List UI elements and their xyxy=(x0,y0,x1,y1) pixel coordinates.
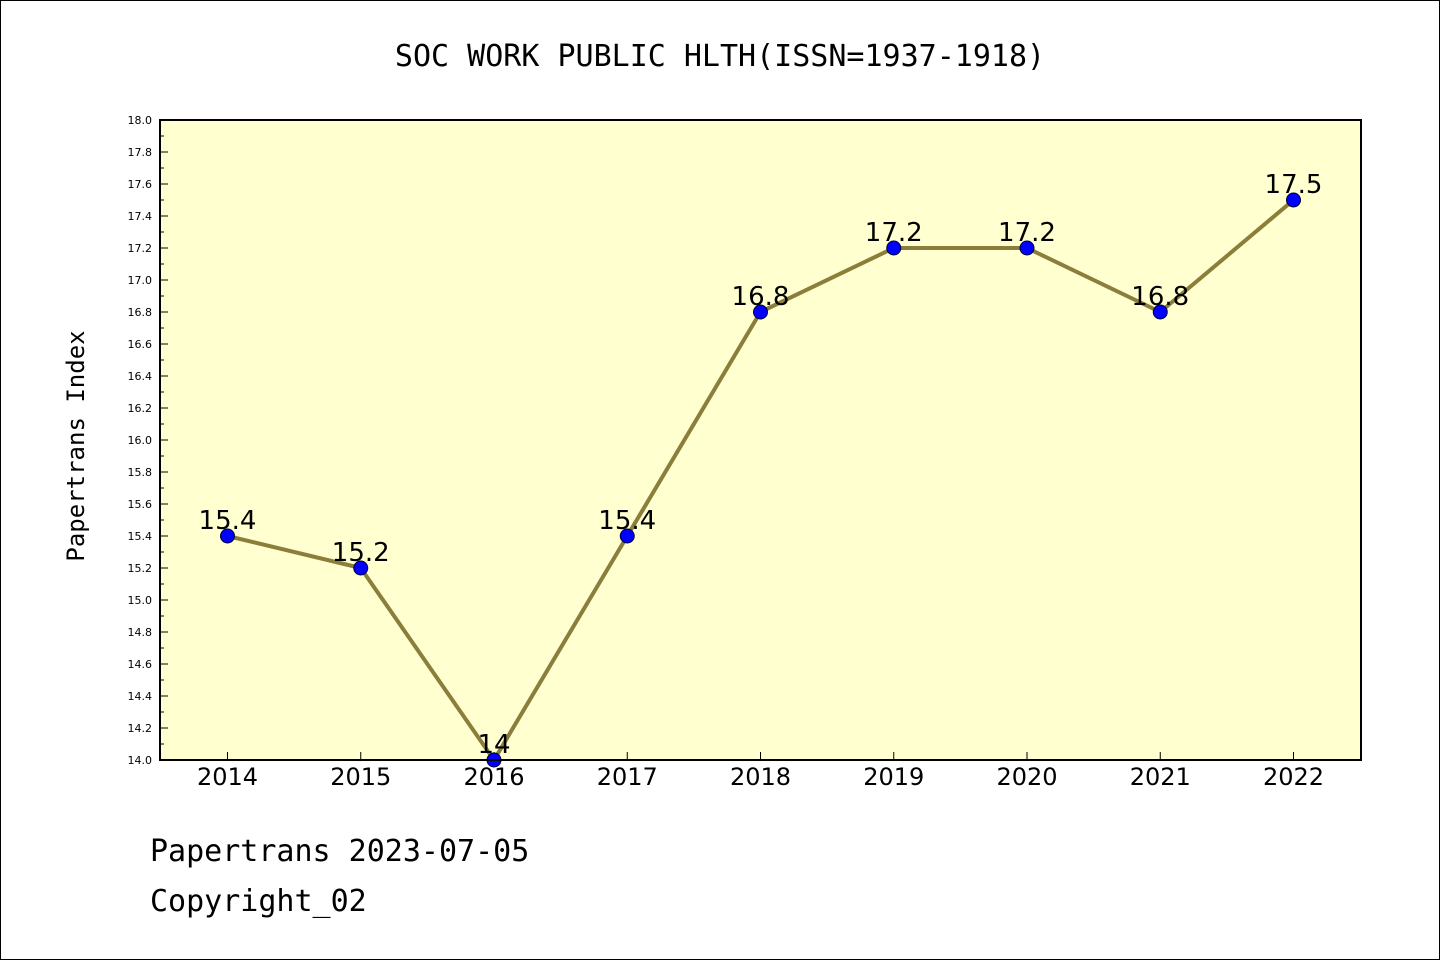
data-point xyxy=(1286,192,1301,208)
footer-copyright: Copyright_02 xyxy=(150,884,367,919)
data-label: 15.2 xyxy=(332,538,390,568)
y-tick-label: 15.4 xyxy=(128,530,153,543)
y-tick-label: 14.8 xyxy=(128,626,153,639)
x-tick-label: 2016 xyxy=(463,763,524,791)
x-tick-label: 2015 xyxy=(330,763,391,791)
data-label: 17.2 xyxy=(865,218,923,248)
y-tick-label: 16.8 xyxy=(128,306,153,319)
y-tick-label: 17.4 xyxy=(128,210,153,223)
y-axis-label: Papertrans Index xyxy=(62,330,90,561)
y-tick-label: 15.0 xyxy=(128,594,153,607)
data-point xyxy=(753,304,768,320)
x-tick-label: 2017 xyxy=(597,763,658,791)
data-point xyxy=(619,528,635,544)
y-tick-label: 16.2 xyxy=(128,402,153,415)
data-label: 15.4 xyxy=(598,506,656,536)
plot-area xyxy=(160,120,1361,760)
data-point xyxy=(353,560,369,576)
data-point xyxy=(220,528,235,544)
footer-date: Papertrans 2023-07-05 xyxy=(150,834,530,869)
y-tick-label: 16.0 xyxy=(128,434,153,447)
series xyxy=(220,192,1301,768)
y-tick-label: 18.0 xyxy=(128,114,153,127)
y-tick-label: 16.6 xyxy=(128,338,153,351)
data-label: 15.4 xyxy=(199,506,257,536)
y-tick-label: 15.6 xyxy=(128,498,153,511)
y-tick-label: 15.8 xyxy=(128,466,153,479)
data-point xyxy=(886,240,902,256)
data-label: 14 xyxy=(477,730,510,760)
y-tick-label: 14.4 xyxy=(128,690,153,703)
x-axis: 2014 2015 2016 2017 2018 2019 2020 2021 2022 xyxy=(197,752,1324,791)
data-label: 16.8 xyxy=(732,282,790,312)
y-tick-label: 14.0 xyxy=(128,754,153,767)
data-point xyxy=(1019,240,1035,256)
data-label: 17.5 xyxy=(1265,170,1323,200)
y-tick-label: 17.2 xyxy=(128,242,153,255)
data-label: 17.2 xyxy=(998,218,1056,248)
x-tick-label: 2020 xyxy=(996,763,1057,791)
x-tick-label: 2022 xyxy=(1263,763,1324,791)
y-axis: 14.0 14.2 14.4 14.6 14.8 15.0 15.2 15.4 15.6 15.8… xyxy=(128,114,168,767)
x-tick-label: 2014 xyxy=(197,763,258,791)
plot-border xyxy=(159,119,1362,761)
y-tick-label: 17.8 xyxy=(128,146,153,159)
y-tick-label: 17.6 xyxy=(128,178,153,191)
y-tick-label: 15.2 xyxy=(128,562,153,575)
data-point xyxy=(1152,304,1168,320)
y-tick-label: 14.2 xyxy=(128,722,153,735)
y-tick-label: 14.6 xyxy=(128,658,153,671)
x-tick-label: 2021 xyxy=(1130,763,1191,791)
data-labels: 15.4 15.2 14 15.4 16.8 17.2 17.2 16.8 17.5 xyxy=(199,170,1323,760)
y-tick-label: 17.0 xyxy=(128,274,153,287)
x-tick-label: 2019 xyxy=(863,763,924,791)
data-label: 16.8 xyxy=(1131,282,1189,312)
y-tick-label: 16.4 xyxy=(128,370,153,383)
x-tick-label: 2018 xyxy=(730,763,791,791)
chart-title: SOC WORK PUBLIC HLTH(ISSN=1937-1918) xyxy=(395,39,1045,74)
